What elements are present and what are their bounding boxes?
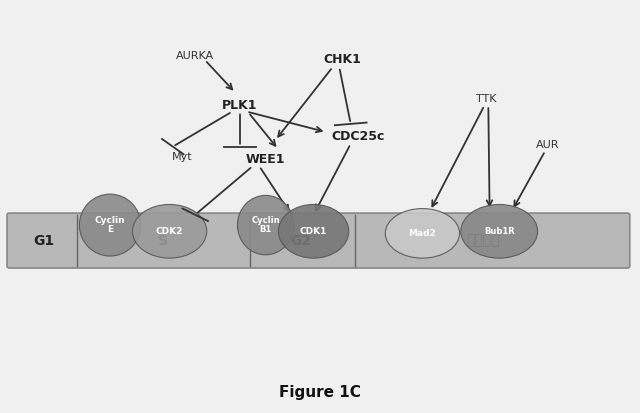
Ellipse shape [132, 204, 207, 258]
Ellipse shape [79, 194, 141, 256]
Text: 有糸分裂: 有糸分裂 [467, 234, 500, 247]
Text: Cyclin
E: Cyclin E [95, 216, 125, 235]
Text: G1: G1 [33, 234, 54, 247]
Text: PLK1: PLK1 [222, 99, 258, 112]
Text: Bub1R: Bub1R [484, 227, 515, 236]
Text: S: S [158, 234, 168, 247]
Text: WEE1: WEE1 [246, 152, 285, 166]
Text: Mad2: Mad2 [408, 229, 436, 238]
Text: AUR: AUR [536, 140, 559, 150]
Ellipse shape [237, 195, 294, 255]
Ellipse shape [461, 204, 538, 258]
FancyBboxPatch shape [7, 213, 630, 268]
Text: G2: G2 [290, 234, 312, 247]
Text: CHK1: CHK1 [323, 53, 362, 66]
Text: TTK: TTK [476, 94, 497, 104]
Ellipse shape [385, 209, 460, 258]
Text: AURKA: AURKA [176, 51, 214, 61]
Text: CDK2: CDK2 [156, 227, 183, 236]
Text: CDC25c: CDC25c [332, 130, 385, 143]
Ellipse shape [278, 204, 349, 258]
Text: Myt: Myt [172, 152, 193, 162]
Text: Cyclin
B1: Cyclin B1 [252, 216, 280, 235]
Text: Figure 1C: Figure 1C [279, 385, 361, 400]
Text: CDK1: CDK1 [300, 227, 327, 236]
